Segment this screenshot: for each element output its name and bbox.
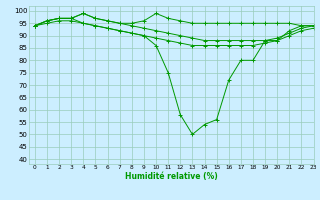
- X-axis label: Humidité relative (%): Humidité relative (%): [125, 172, 218, 181]
